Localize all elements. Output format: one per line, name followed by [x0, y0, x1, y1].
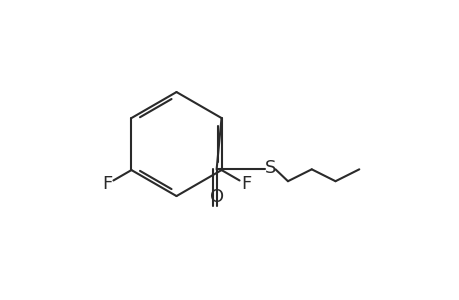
Text: S: S: [264, 159, 275, 177]
Text: O: O: [209, 188, 223, 206]
Text: F: F: [241, 175, 251, 193]
Text: F: F: [101, 175, 112, 193]
